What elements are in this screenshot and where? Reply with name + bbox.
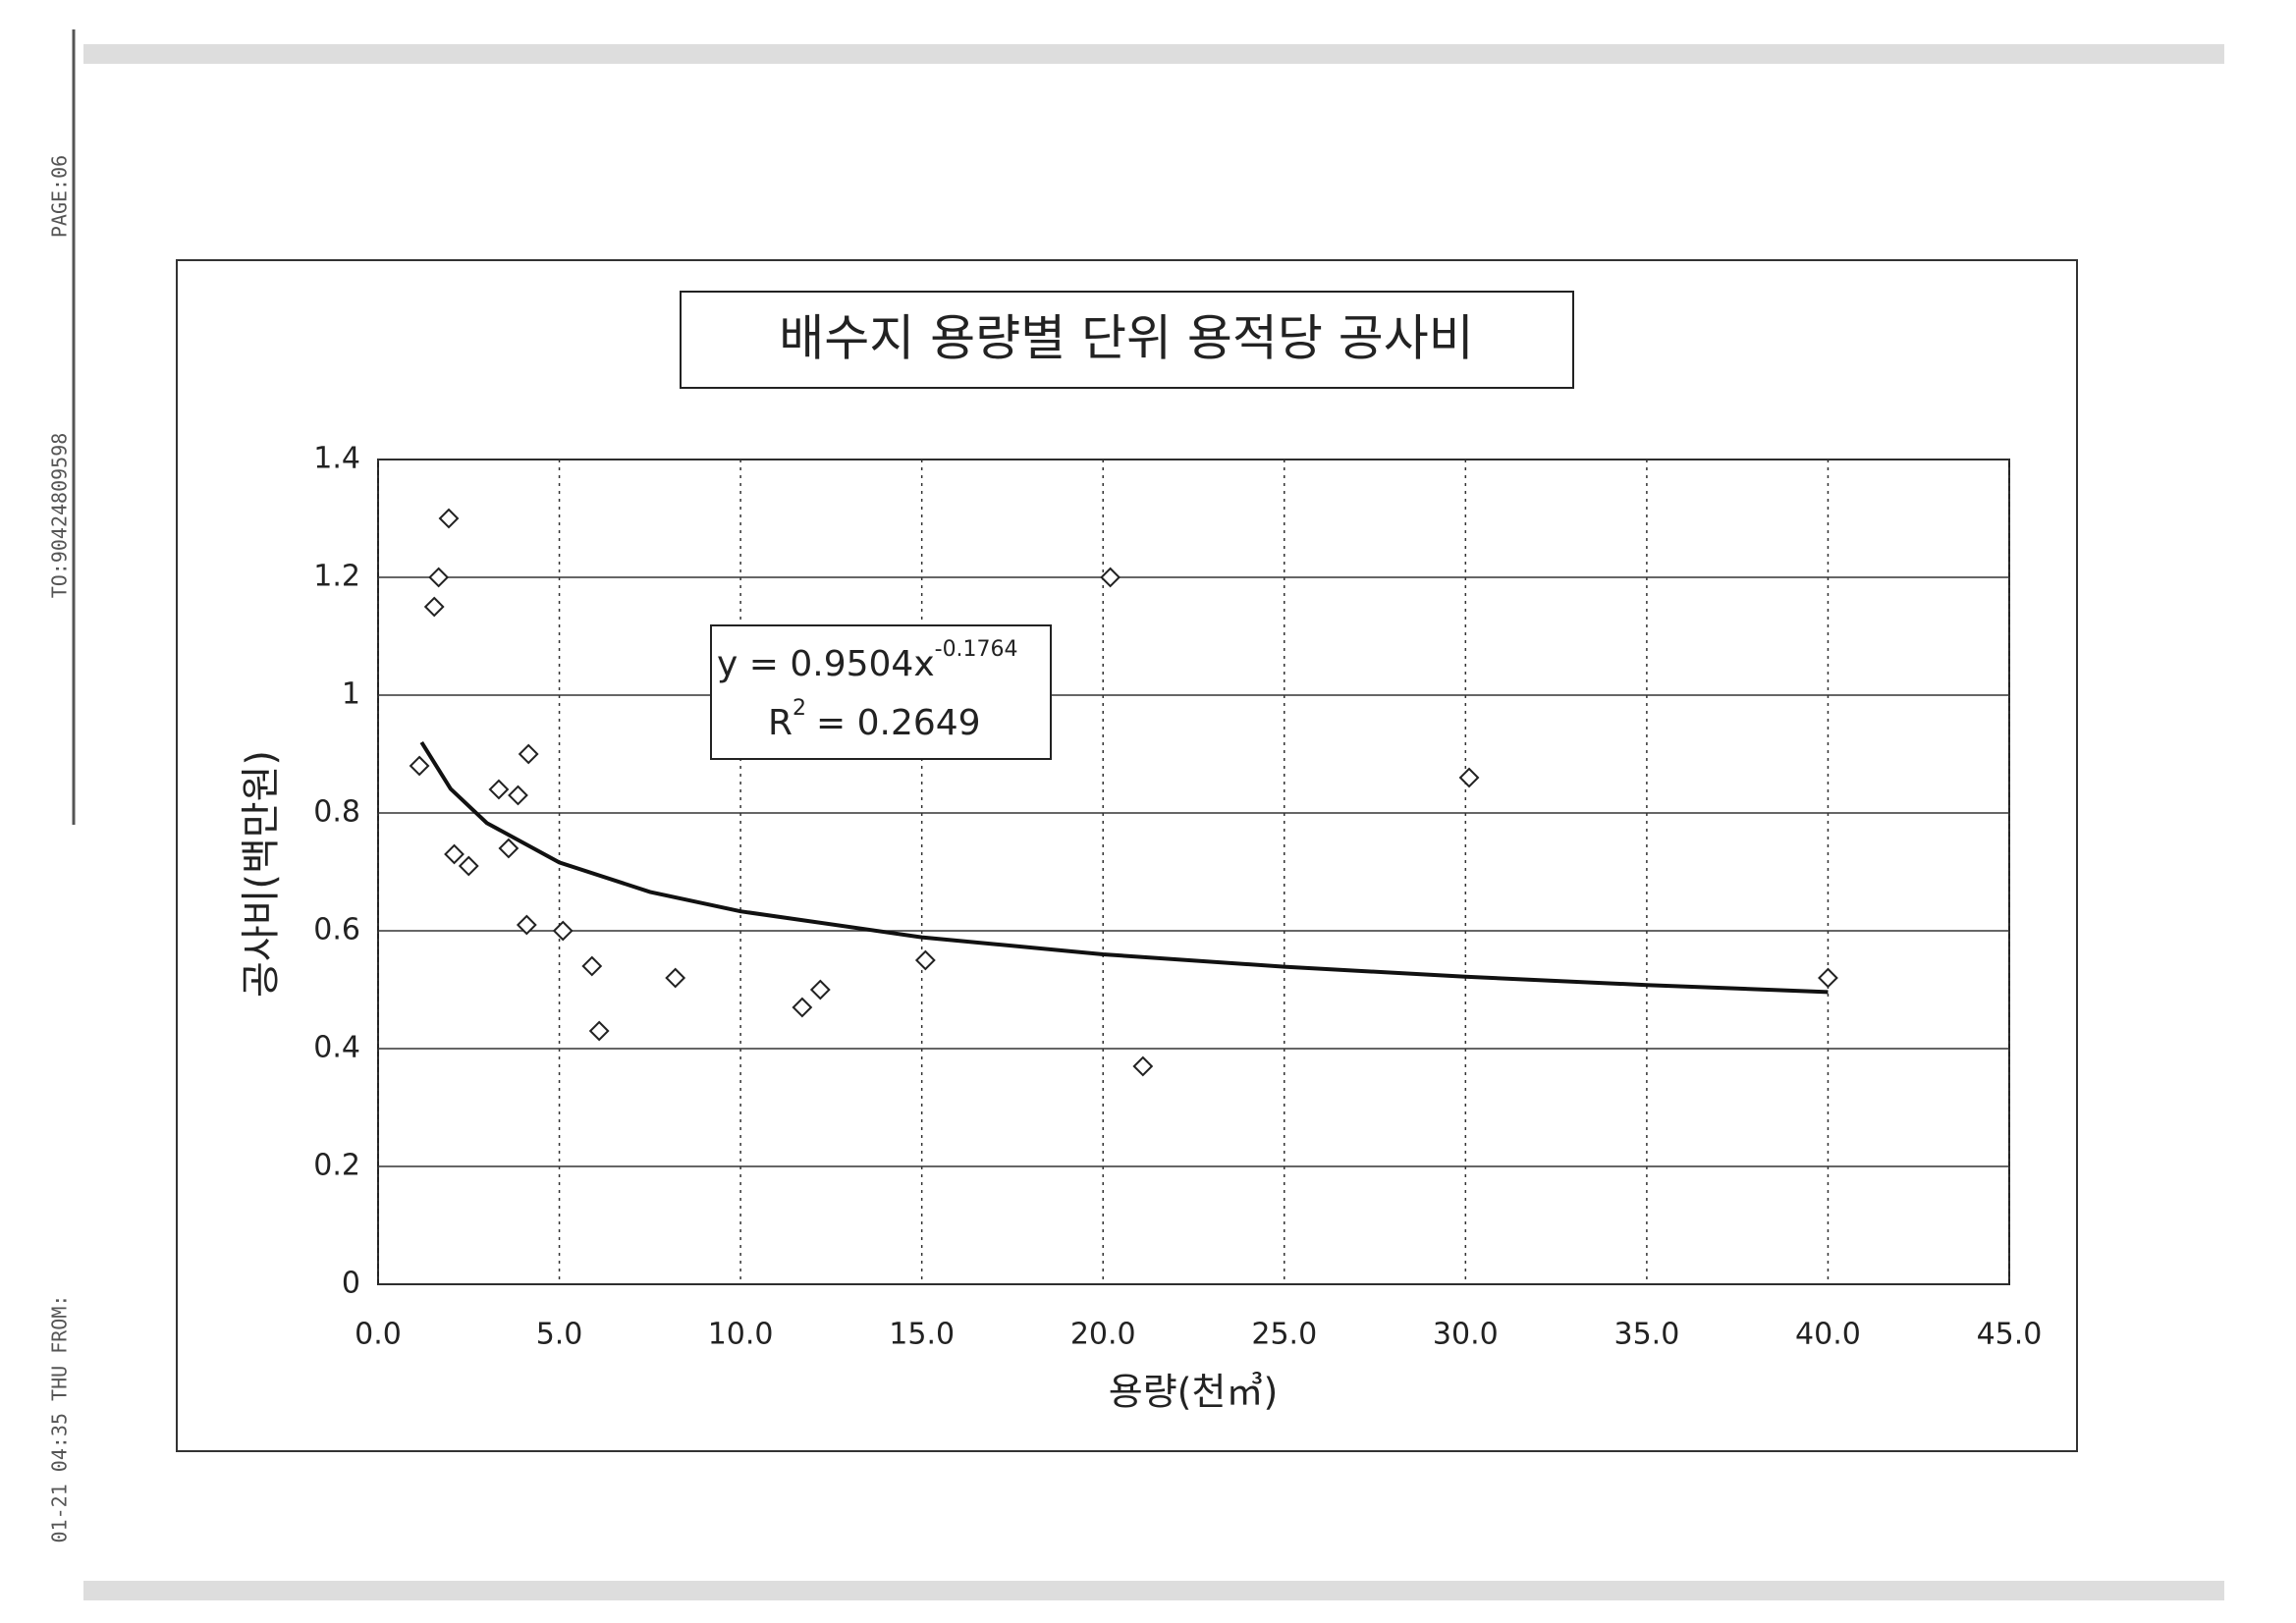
data-point <box>438 508 460 529</box>
data-point <box>458 855 479 877</box>
y-tick-label: 0.6 <box>313 913 360 947</box>
r-value: = 0.2649 <box>816 703 981 743</box>
data-point <box>809 979 831 1001</box>
data-point <box>792 997 813 1018</box>
trend-line <box>419 740 1829 995</box>
data-point <box>498 838 519 859</box>
y-tick-label: 0.8 <box>313 795 360 830</box>
y-axis-title: 공사비(백만원) <box>239 750 284 998</box>
data-point <box>914 949 936 971</box>
fax-page: PAGE:06 <box>48 155 72 238</box>
x-tick-label: 20.0 <box>1070 1318 1136 1352</box>
scan-noise-bottom <box>83 1581 2224 1600</box>
equation-base: y = 0.9504x <box>717 644 935 684</box>
data-point <box>581 955 603 977</box>
r-letter: R <box>768 703 793 743</box>
data-point <box>409 755 430 777</box>
plot-area <box>377 459 2010 1285</box>
y-tick-label: 0.2 <box>313 1149 360 1183</box>
chart-frame <box>176 259 2078 1452</box>
data-point <box>428 567 450 588</box>
data-point <box>488 779 510 800</box>
chart-title: 배수지 용량별 단위 용적당 공사비 <box>779 310 1474 367</box>
y-tick-label: 0 <box>342 1267 360 1301</box>
title-box <box>680 291 1574 389</box>
fax-from: 01-21 04:35 THU FROM: <box>48 1295 72 1543</box>
fax-to: TO:90424809598 <box>48 433 72 599</box>
equation-exponent: -0.1764 <box>935 637 1018 662</box>
data-point <box>1458 767 1480 788</box>
x-tick-label: 45.0 <box>1977 1318 2043 1352</box>
data-point <box>1100 567 1121 588</box>
x-tick-label: 30.0 <box>1433 1318 1499 1352</box>
data-point <box>518 743 539 765</box>
data-point <box>665 967 686 989</box>
x-tick-label: 0.0 <box>355 1318 402 1352</box>
data-point <box>508 784 528 806</box>
data-point <box>1132 1055 1154 1077</box>
scan-noise-top <box>83 44 2224 64</box>
x-tick-label: 35.0 <box>1613 1318 1679 1352</box>
y-tick-label: 1.2 <box>313 560 360 594</box>
y-tick-label: 1.4 <box>313 442 360 476</box>
equation-box <box>710 624 1052 760</box>
equation: y = 0.9504x-0.1764 <box>717 637 1018 684</box>
plot: 0 0.2 0.4 0.6 0.8 1 1.2 1.4 0.0 5.0 10.0 15.0 20.0 25… <box>313 442 2042 1352</box>
data-point <box>516 914 537 936</box>
x-tick-label: 40.0 <box>1795 1318 1861 1352</box>
data-point <box>588 1020 610 1042</box>
r-squared: R2 = 0.2649 <box>768 696 981 743</box>
x-tick-label: 25.0 <box>1251 1318 1317 1352</box>
data-point <box>552 920 574 942</box>
x-tick-label: 15.0 <box>889 1318 955 1352</box>
r-exponent: 2 <box>793 696 806 721</box>
data-point <box>423 596 445 618</box>
y-tick-label: 1 <box>342 677 360 712</box>
x-tick-label: 5.0 <box>536 1318 583 1352</box>
y-tick-label: 0.4 <box>313 1031 360 1065</box>
data-point <box>1818 967 1838 989</box>
data-point <box>444 843 465 865</box>
x-axis-title: 용량(천㎥) <box>1109 1371 1279 1414</box>
x-tick-label: 10.0 <box>708 1318 774 1352</box>
